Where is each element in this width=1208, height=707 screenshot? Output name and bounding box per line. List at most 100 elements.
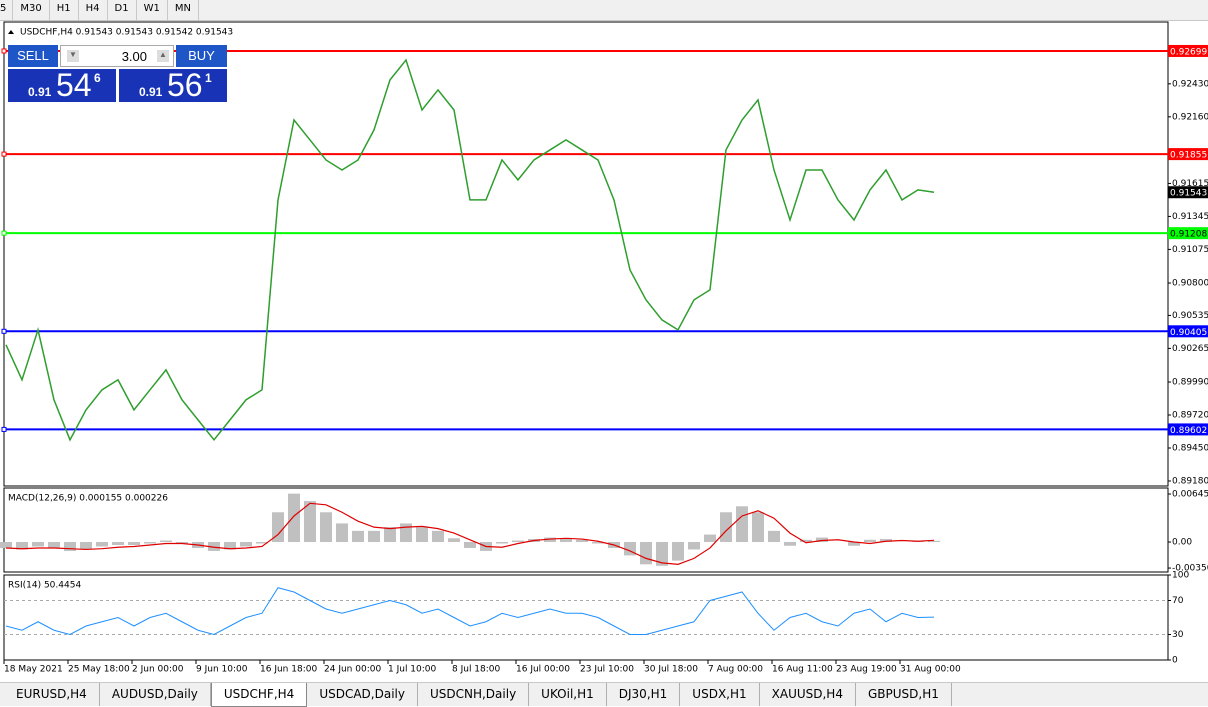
timeframe-button[interactable]: W1 bbox=[137, 0, 168, 20]
histogram-bar bbox=[0, 542, 12, 548]
panel-frame bbox=[3, 21, 1169, 487]
y-tick-label: 0.91615 bbox=[1172, 179, 1208, 189]
histogram-bar bbox=[672, 542, 684, 561]
chart-tab[interactable]: EURUSD,H4 bbox=[4, 683, 100, 706]
current-price-bg bbox=[1168, 186, 1208, 199]
timeframe-toolbar: 5 M30 H1 H4 D1 W1 MN bbox=[0, 0, 1208, 21]
histogram-bar bbox=[560, 538, 572, 543]
y-tick-label: 70 bbox=[1172, 596, 1184, 606]
histogram-bar bbox=[544, 537, 556, 543]
volume-box[interactable]: ▼ 3.00 ▲ bbox=[60, 45, 174, 67]
sell-button[interactable]: SELL bbox=[8, 45, 58, 67]
x-tick-label: 25 May 18:00 bbox=[68, 665, 130, 675]
y-tick-label: 0.90265 bbox=[1172, 344, 1208, 354]
chart-tab[interactable]: USDCAD,Daily bbox=[307, 683, 418, 706]
timeframe-button[interactable]: M30 bbox=[13, 0, 50, 20]
histogram-bar bbox=[400, 523, 412, 543]
level-label-bg bbox=[1168, 44, 1208, 57]
histogram-bar bbox=[576, 539, 588, 543]
histogram-bar bbox=[416, 527, 428, 543]
histogram-bar bbox=[464, 542, 476, 548]
ask-small: 1 bbox=[205, 71, 212, 85]
histogram-bar bbox=[768, 530, 780, 543]
ask-prefix: 0.91 bbox=[139, 85, 163, 99]
histogram-bar bbox=[224, 542, 236, 550]
histogram-bar bbox=[160, 540, 172, 543]
bid-price[interactable]: 0.91 54 6 bbox=[8, 67, 116, 103]
y-tick-label: 0.92160 bbox=[1172, 112, 1208, 122]
volume: 3.00 bbox=[121, 49, 147, 64]
histogram-bar bbox=[352, 530, 364, 543]
histogram-bar bbox=[256, 542, 268, 544]
histogram-bar bbox=[336, 523, 348, 543]
y-tick-label: 0.006451 bbox=[1172, 490, 1208, 500]
x-tick-label: 16 Jun 18:00 bbox=[260, 665, 317, 675]
histogram-bar bbox=[16, 542, 28, 550]
histogram-bar bbox=[96, 542, 108, 547]
histogram-bar bbox=[384, 527, 396, 543]
x-tick-label: 23 Jul 10:00 bbox=[580, 665, 634, 675]
x-tick-label: 23 Aug 19:00 bbox=[836, 665, 897, 675]
level-handle bbox=[1, 151, 7, 157]
histogram-bar bbox=[704, 534, 716, 543]
histogram-bar bbox=[368, 530, 380, 543]
level-handle bbox=[1, 426, 7, 432]
timeframe-button[interactable]: MN bbox=[168, 0, 199, 20]
y-tick-label: 30 bbox=[1172, 630, 1184, 640]
y-tick-label: 100 bbox=[1172, 571, 1189, 581]
level-handle bbox=[1, 328, 7, 334]
histogram-bar bbox=[928, 540, 940, 543]
histogram-bar bbox=[800, 539, 812, 543]
histogram-bar bbox=[864, 539, 876, 543]
chart-window: USDCHF,H4 0.91543 0.91543 0.91542 0.9154… bbox=[0, 21, 1208, 675]
histogram-bar bbox=[48, 542, 60, 548]
x-tick-label: 24 Jun 00:00 bbox=[324, 665, 381, 675]
indicator-title: MACD(12,26,9) 0.000155 0.000226 bbox=[8, 494, 168, 504]
y-tick-label: 0.90535 bbox=[1172, 311, 1208, 321]
indicator-title: RSI(14) 50.4454 bbox=[8, 581, 81, 591]
histogram-bar bbox=[112, 542, 124, 545]
histogram-bar bbox=[880, 539, 892, 543]
histogram-bar bbox=[816, 537, 828, 543]
chart-tab[interactable]: USDCNH,Daily bbox=[418, 683, 530, 706]
chart-tab[interactable]: GBPUSD,H1 bbox=[856, 683, 952, 706]
x-tick-label: 31 Aug 00:00 bbox=[900, 665, 961, 675]
histogram-bar bbox=[320, 512, 332, 543]
y-tick-label: 0.00 bbox=[1172, 538, 1192, 548]
chart-tab[interactable]: USDCHF,H4 bbox=[210, 683, 308, 707]
buy-button[interactable]: BUY bbox=[176, 45, 227, 67]
histogram-bar bbox=[656, 542, 668, 566]
timeframe-button[interactable]: H1 bbox=[50, 0, 79, 20]
histogram-bar bbox=[592, 542, 604, 544]
bid-prefix: 0.91 bbox=[28, 85, 52, 99]
x-tick-label: 30 Jul 18:00 bbox=[644, 665, 698, 675]
histogram-bar bbox=[688, 542, 700, 550]
volume-up[interactable]: ▲ bbox=[157, 50, 169, 62]
chart-tab[interactable]: UKOil,H1 bbox=[529, 683, 607, 706]
level-label-bg bbox=[1168, 423, 1208, 436]
histogram-bar bbox=[272, 512, 284, 543]
histogram-bar bbox=[288, 493, 300, 543]
y-tick-label: 0.90800 bbox=[1172, 279, 1208, 289]
bid-small: 6 bbox=[94, 71, 101, 85]
level-label: 0.90405 bbox=[1170, 328, 1207, 338]
y-tick-label: 0.89720 bbox=[1172, 411, 1208, 421]
histogram-bar bbox=[80, 542, 92, 550]
timeframe-button[interactable]: D1 bbox=[108, 0, 137, 20]
volume-down[interactable]: ▼ bbox=[67, 50, 79, 62]
chart-tab[interactable]: USDX,H1 bbox=[680, 683, 760, 706]
y-tick-label: 0.92430 bbox=[1172, 79, 1208, 89]
level-label: 0.92699 bbox=[1170, 47, 1207, 57]
bid-big: 54 bbox=[56, 67, 92, 103]
chart-tab[interactable]: XAUUSD,H4 bbox=[760, 683, 856, 706]
ask-price[interactable]: 0.91 56 1 bbox=[119, 67, 227, 103]
histogram-bar bbox=[448, 538, 460, 543]
timeframe-button[interactable]: H4 bbox=[79, 0, 108, 20]
x-tick-label: 16 Jul 00:00 bbox=[516, 665, 570, 675]
histogram-bar bbox=[304, 501, 316, 543]
chart-tab[interactable]: AUDUSD,Daily bbox=[100, 683, 211, 706]
signal-line bbox=[5, 502, 935, 565]
timeframe-button[interactable]: 5 bbox=[0, 0, 14, 20]
chart-tab[interactable]: DJ30,H1 bbox=[607, 683, 681, 706]
current-price: 0.91543 bbox=[1170, 189, 1207, 199]
